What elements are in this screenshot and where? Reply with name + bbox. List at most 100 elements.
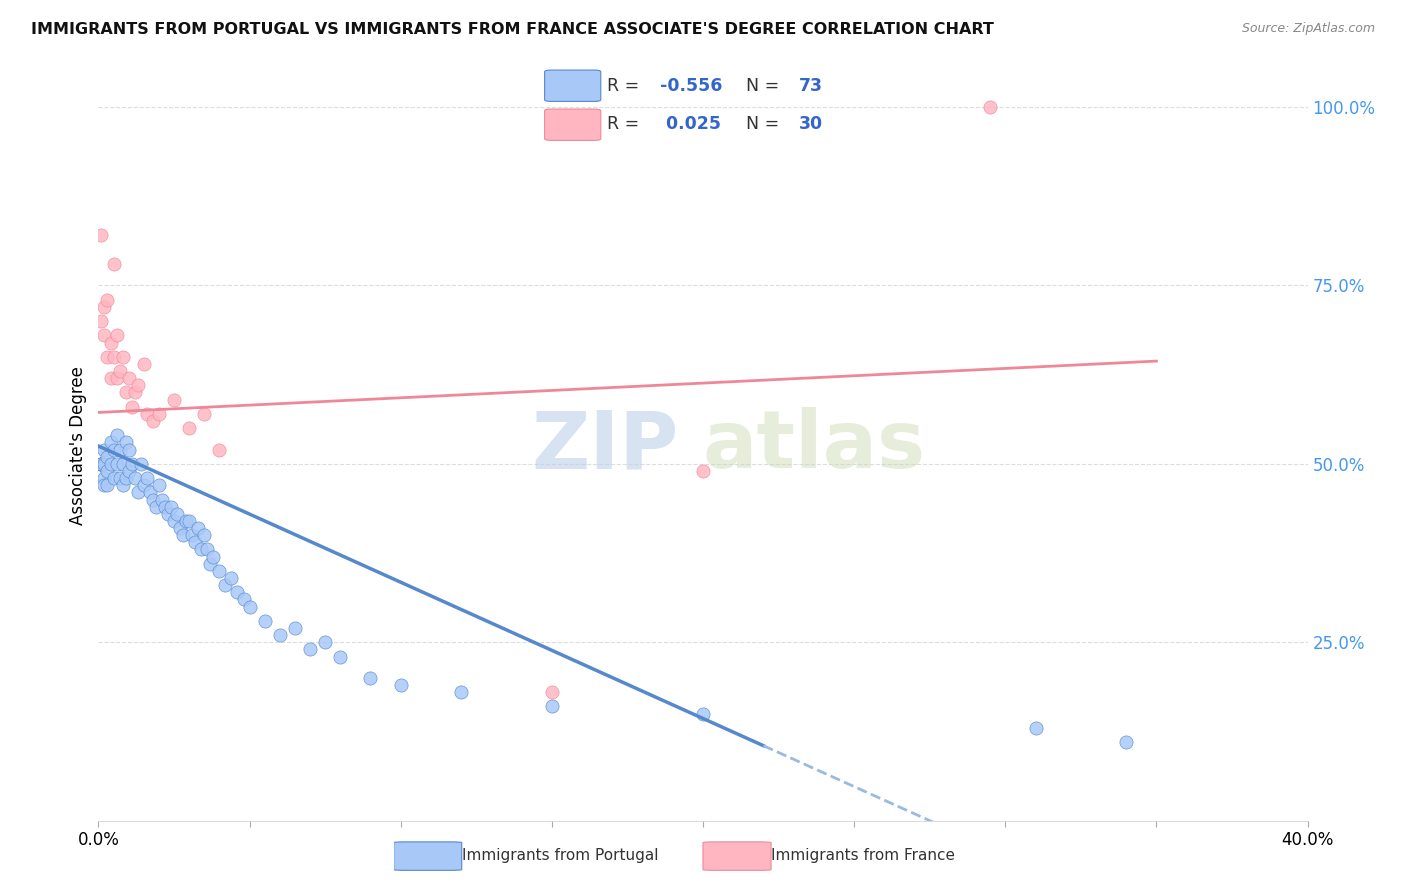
Point xyxy=(111,457,134,471)
Point xyxy=(93,457,115,471)
Point xyxy=(90,228,112,243)
Text: 30: 30 xyxy=(799,115,823,133)
Text: -0.556: -0.556 xyxy=(661,77,723,95)
FancyBboxPatch shape xyxy=(544,109,600,140)
Point xyxy=(148,407,170,421)
Point xyxy=(139,485,162,500)
Text: 0.025: 0.025 xyxy=(661,115,721,133)
Point xyxy=(153,500,176,514)
Point xyxy=(114,471,136,485)
Point xyxy=(692,464,714,478)
Point xyxy=(179,514,201,528)
Point xyxy=(118,371,141,385)
Point xyxy=(135,407,157,421)
Point xyxy=(160,500,183,514)
Point xyxy=(96,478,118,492)
Point xyxy=(163,392,186,407)
Point xyxy=(132,357,155,371)
Text: IMMIGRANTS FROM PORTUGAL VS IMMIGRANTS FROM FRANCE ASSOCIATE'S DEGREE CORRELATIO: IMMIGRANTS FROM PORTUGAL VS IMMIGRANTS F… xyxy=(31,22,994,37)
Point xyxy=(105,328,128,343)
Point xyxy=(450,685,472,699)
Point xyxy=(232,592,254,607)
Point xyxy=(100,435,122,450)
Point xyxy=(135,471,157,485)
Point xyxy=(540,685,562,699)
Point xyxy=(103,257,125,271)
Point xyxy=(1115,735,1137,749)
Text: Source: ZipAtlas.com: Source: ZipAtlas.com xyxy=(1241,22,1375,36)
Point xyxy=(111,478,134,492)
Point xyxy=(118,442,141,457)
Point xyxy=(90,457,112,471)
Text: N =: N = xyxy=(747,77,785,95)
Point xyxy=(93,442,115,457)
Text: R =: R = xyxy=(607,77,645,95)
Point xyxy=(121,400,143,414)
Point xyxy=(105,457,128,471)
FancyBboxPatch shape xyxy=(394,842,461,871)
Point xyxy=(108,471,131,485)
Point xyxy=(208,442,231,457)
Point xyxy=(269,628,291,642)
Point xyxy=(979,100,1001,114)
Point xyxy=(142,492,165,507)
Y-axis label: Associate's Degree: Associate's Degree xyxy=(69,367,87,525)
Point xyxy=(193,407,215,421)
Point xyxy=(190,542,212,557)
Point xyxy=(360,671,382,685)
FancyBboxPatch shape xyxy=(703,842,770,871)
Point xyxy=(108,364,131,378)
Point xyxy=(239,599,262,614)
Point xyxy=(389,678,412,692)
Text: R =: R = xyxy=(607,115,645,133)
Point xyxy=(90,457,112,471)
Point xyxy=(93,328,115,343)
Point xyxy=(90,457,112,471)
Point xyxy=(187,521,209,535)
Point xyxy=(181,528,204,542)
Point xyxy=(90,457,112,471)
Point xyxy=(105,428,128,442)
Point xyxy=(193,528,215,542)
Point xyxy=(214,578,236,592)
Point xyxy=(195,542,218,557)
Point xyxy=(124,385,146,400)
Point xyxy=(169,521,191,535)
Point xyxy=(179,421,201,435)
Point xyxy=(93,478,115,492)
FancyBboxPatch shape xyxy=(544,70,600,102)
Point xyxy=(96,464,118,478)
Point xyxy=(121,457,143,471)
Point xyxy=(103,350,125,364)
Point xyxy=(299,642,322,657)
Point xyxy=(93,300,115,314)
Point xyxy=(114,435,136,450)
Point xyxy=(202,549,225,564)
Point xyxy=(108,442,131,457)
Point xyxy=(90,314,112,328)
Point xyxy=(96,350,118,364)
Point xyxy=(221,571,243,585)
Point xyxy=(172,528,194,542)
Point xyxy=(96,450,118,464)
Point xyxy=(100,335,122,350)
Point xyxy=(132,478,155,492)
Point xyxy=(184,535,207,549)
Point xyxy=(540,699,562,714)
Text: Immigrants from Portugal: Immigrants from Portugal xyxy=(461,848,658,863)
Point xyxy=(148,478,170,492)
Point xyxy=(103,471,125,485)
Point xyxy=(200,557,222,571)
Point xyxy=(103,442,125,457)
Text: ZIP: ZIP xyxy=(531,407,679,485)
Point xyxy=(314,635,336,649)
Point xyxy=(692,706,714,721)
Point xyxy=(163,514,186,528)
Point xyxy=(284,621,307,635)
Point xyxy=(118,464,141,478)
Point xyxy=(150,492,173,507)
Point xyxy=(329,649,352,664)
Point xyxy=(1024,721,1046,735)
Text: atlas: atlas xyxy=(703,407,927,485)
Point xyxy=(105,371,128,385)
